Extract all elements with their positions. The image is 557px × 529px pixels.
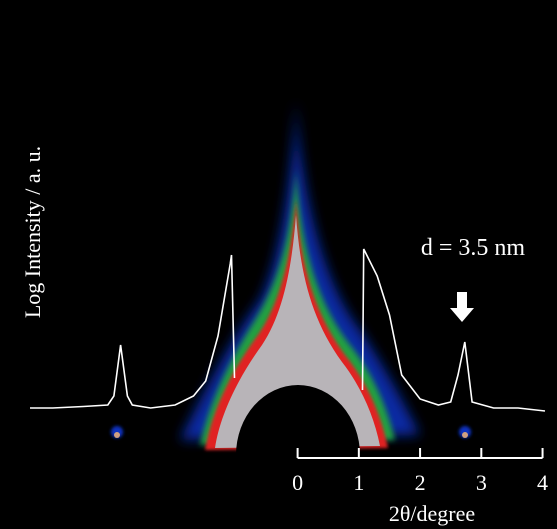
- x-tick-label: 3: [476, 470, 487, 495]
- x-tick-label: 2: [415, 470, 426, 495]
- arrow: [450, 292, 474, 322]
- annotation: d = 3.5 nm: [421, 235, 526, 261]
- scattering-pattern: [111, 100, 471, 455]
- x-tick-label: 1: [353, 470, 364, 495]
- x-tick-label: 0: [292, 470, 303, 495]
- x-tick-label: 4: [537, 470, 548, 495]
- profile-line: [30, 248, 546, 412]
- x-axis-label: 2θ/degree: [389, 501, 475, 526]
- y-axis-label: Log Intensity / a. u.: [20, 146, 45, 318]
